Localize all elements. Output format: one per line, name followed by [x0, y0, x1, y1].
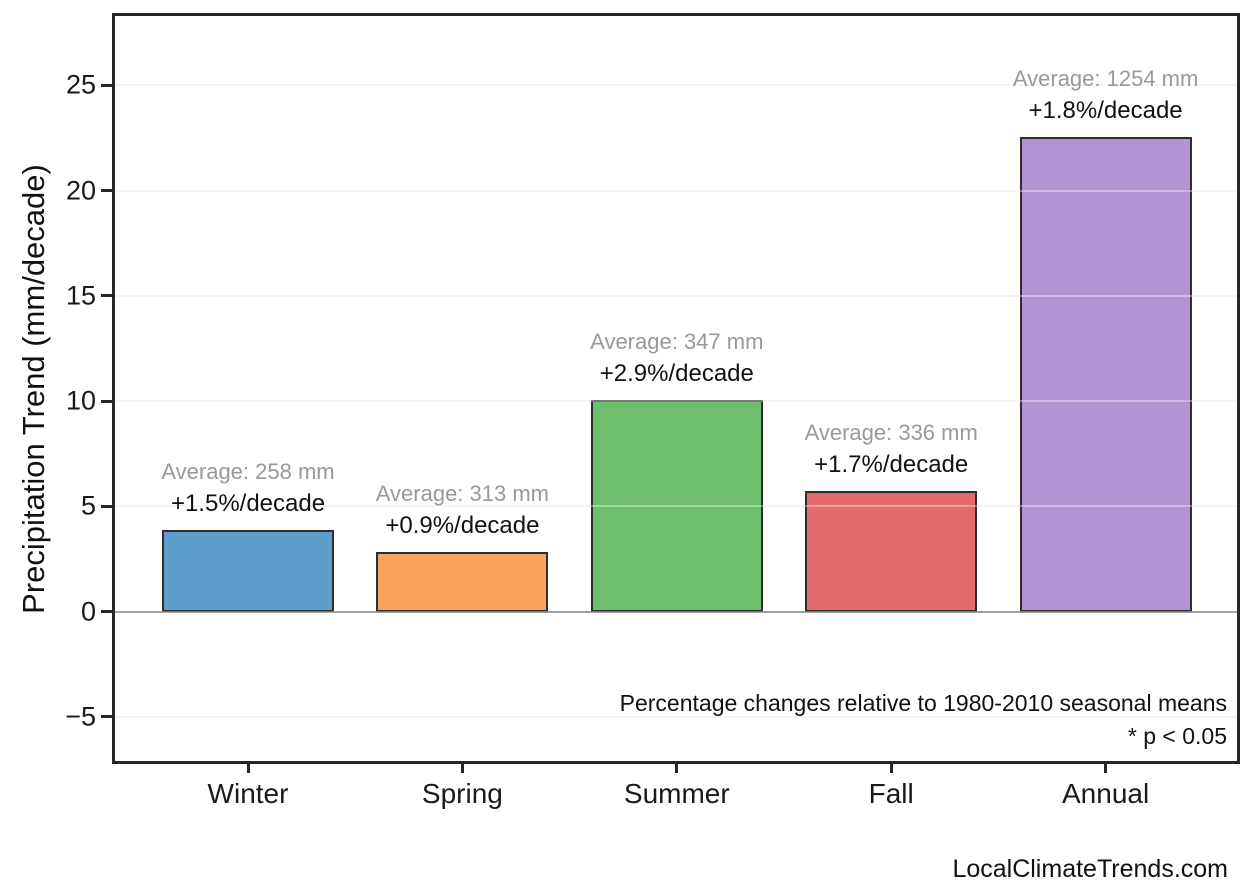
y-tick-label: 5 — [80, 490, 96, 521]
bar-annual — [1019, 136, 1192, 612]
gridline — [115, 294, 1237, 297]
gridline-overlay — [115, 84, 1237, 87]
x-tick-label-fall: Fall — [868, 778, 914, 809]
y-tick-label: 20 — [65, 175, 96, 206]
plot-area: Percentage changes relative to 1980-2010… — [112, 13, 1240, 764]
zero-baseline — [115, 610, 1237, 613]
bar-label-spring: Average: 313 mm +0.9%/decade — [376, 478, 549, 542]
x-tick-label-winter: Winter — [207, 778, 289, 809]
change-label: +1.5%/decade — [170, 490, 326, 518]
average-label: Average: 347 mm — [590, 328, 764, 354]
y-tick-label: 10 — [65, 385, 96, 416]
change-label: +2.9%/decade — [599, 359, 754, 387]
y-tick-mark — [101, 294, 112, 298]
y-tick-mark — [101, 504, 112, 508]
y-tick-label: 0 — [80, 596, 96, 627]
x-tick-mark — [675, 764, 679, 773]
change-label: +0.9%/decade — [385, 512, 540, 540]
gridline — [115, 189, 1237, 192]
bar-winter — [162, 530, 334, 612]
gridline-overlay — [115, 189, 1237, 192]
gridline-overlay — [115, 400, 1237, 403]
annotation-note: Percentage changes relative to 1980-2010… — [620, 687, 1227, 753]
x-tick-label-spring: Spring — [421, 778, 503, 809]
bar-label-summer: Average: 347 mm +2.9%/decade — [590, 326, 763, 390]
average-label: Average: 258 mm — [161, 459, 335, 485]
y-tick-mark — [101, 715, 112, 719]
annotation-line2: * p < 0.05 — [1127, 723, 1227, 749]
gridline-overlay — [115, 610, 1237, 613]
gridline-overlay — [115, 505, 1237, 508]
y-tick-label: −5 — [65, 701, 96, 732]
bar-summer — [590, 399, 763, 612]
gridline-overlay — [115, 715, 1237, 718]
x-tick-mark — [246, 764, 250, 773]
gridline-overlay — [115, 294, 1237, 297]
bar-label-annual: Average: 1254 mm +1.8%/decade — [1013, 63, 1198, 127]
bar-spring — [376, 552, 549, 612]
gridline — [115, 84, 1237, 87]
y-tick-mark — [101, 399, 112, 403]
x-tick-mark — [1104, 764, 1108, 773]
gridline — [115, 715, 1237, 718]
average-label: Average: 336 mm — [804, 420, 978, 446]
y-tick-mark — [101, 189, 112, 193]
y-tick-label: 25 — [65, 69, 96, 100]
x-tick-label-annual: Annual — [1062, 778, 1150, 809]
x-tick-mark — [889, 764, 893, 773]
average-label: Average: 1254 mm — [1012, 65, 1199, 91]
average-label: Average: 313 mm — [375, 481, 550, 507]
bar-fall — [805, 491, 978, 612]
y-tick-label: 15 — [65, 280, 96, 311]
y-tick-mark — [101, 83, 112, 87]
bar-label-winter: Average: 258 mm +1.5%/decade — [161, 456, 334, 520]
watermark-text: LocalClimateTrends.com — [952, 855, 1228, 883]
y-tick-mark — [101, 610, 112, 614]
change-label: +1.7%/decade — [814, 451, 969, 479]
x-tick-mark — [460, 764, 464, 773]
x-tick-label-summer: Summer — [623, 778, 730, 809]
annotation-line1: Percentage changes relative to 1980-2010… — [619, 690, 1227, 716]
change-label: +1.8%/decade — [1028, 96, 1183, 124]
plot-canvas: Percentage changes relative to 1980-2010… — [115, 16, 1237, 761]
bar-label-fall: Average: 336 mm +1.7%/decade — [805, 417, 978, 481]
